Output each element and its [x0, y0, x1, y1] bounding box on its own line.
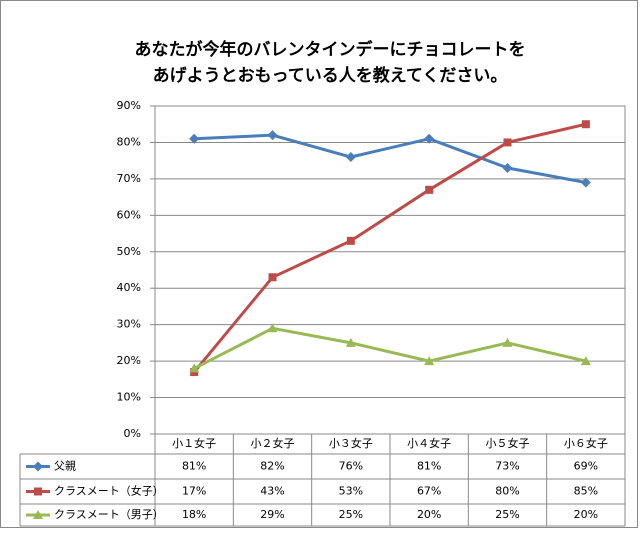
- marker: [580, 356, 591, 366]
- marker: [345, 337, 356, 347]
- x-tick-label: 小６女子: [564, 436, 608, 450]
- marker: [268, 273, 277, 282]
- marker: [189, 363, 200, 373]
- table-value: 43%: [260, 485, 284, 498]
- table-value: 20%: [574, 508, 598, 521]
- x-tick-label: 小４女子: [407, 436, 451, 450]
- marker: [502, 162, 513, 173]
- y-tick-label: 70%: [117, 172, 141, 185]
- y-tick-label: 10%: [117, 391, 141, 404]
- series-line: [193, 326, 587, 370]
- legend-marker: [34, 487, 42, 496]
- series-line: [194, 133, 587, 185]
- y-tick-label: 60%: [117, 208, 141, 221]
- table-value: 81%: [182, 460, 206, 473]
- marker: [581, 120, 590, 129]
- table-value: 20%: [417, 508, 441, 521]
- table-value: 67%: [417, 485, 441, 498]
- table-value: 29%: [260, 508, 284, 521]
- marker: [580, 177, 591, 188]
- y-tick-label: 50%: [117, 245, 141, 258]
- y-tick-label: 30%: [117, 318, 141, 331]
- marker: [267, 130, 278, 141]
- table-value: 80%: [495, 485, 519, 498]
- x-tick-label: 小３女子: [329, 436, 373, 450]
- table-value: 53%: [339, 485, 363, 498]
- y-tick-label: 0%: [124, 427, 141, 440]
- y-tick-label: 90%: [117, 99, 141, 112]
- marker: [345, 152, 356, 163]
- x-tick-label: 小２女子: [251, 436, 295, 450]
- table-value: 18%: [182, 508, 206, 521]
- table-value: 73%: [495, 460, 519, 473]
- table-value: 81%: [417, 460, 441, 473]
- marker: [424, 133, 435, 144]
- legend-label: 父親: [54, 460, 76, 473]
- table-value: 82%: [260, 460, 284, 473]
- table-value: 25%: [495, 508, 519, 521]
- table-value: 76%: [339, 460, 363, 473]
- series-line: [193, 122, 587, 373]
- marker: [346, 236, 355, 245]
- marker: [425, 185, 434, 194]
- x-tick-label: 小５女子: [486, 436, 530, 450]
- table-value: 25%: [339, 508, 363, 521]
- x-tick-label: 小１女子: [172, 436, 216, 450]
- y-tick-label: 20%: [117, 354, 141, 367]
- marker: [502, 337, 513, 347]
- marker: [189, 133, 200, 144]
- marker: [267, 323, 278, 333]
- chart-title-line: あなたが今年のバレンタインデーにチョコレートを: [135, 39, 526, 60]
- chart-title-line: あげようとおもっている人を教えてください。: [153, 65, 508, 86]
- table-value: 69%: [574, 460, 598, 473]
- legend-label: クラスメート（女子）: [54, 484, 164, 498]
- marker: [424, 356, 435, 366]
- marker: [503, 138, 512, 147]
- legend-marker: [33, 461, 43, 472]
- table-value: 17%: [182, 485, 206, 498]
- y-tick-label: 40%: [117, 281, 141, 294]
- legend-marker: [33, 510, 43, 519]
- legend-label: クラスメート（男子）: [54, 508, 164, 521]
- table-value: 85%: [574, 485, 598, 498]
- y-tick-label: 80%: [117, 135, 141, 148]
- plot-area: [154, 105, 626, 435]
